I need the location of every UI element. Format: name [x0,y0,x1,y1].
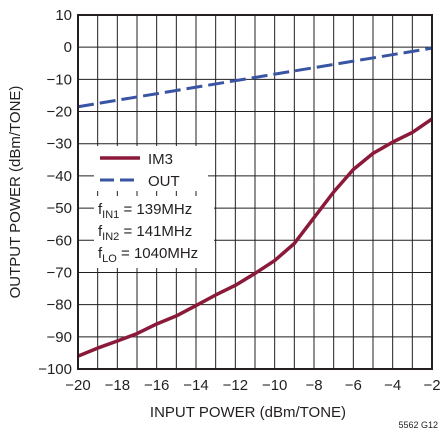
y-tick-label: −30 [47,136,72,153]
x-tick-label: −2 [423,377,440,394]
x-axis-title: INPUT POWER (dBm/TONE) [150,404,346,421]
y-tick-label: −50 [47,200,72,217]
y-tick-label: −20 [47,104,72,121]
x-tick-label: −16 [144,377,169,394]
y-tick-label: −40 [47,168,72,185]
x-tick-label: −12 [223,377,248,394]
annotation-fin1: fIN1 = 139MHz [98,201,192,221]
x-tick-label: −4 [384,377,401,394]
y-tick-label: −90 [47,329,72,346]
series-im3-line [77,117,433,358]
x-tick-label: −10 [262,377,287,394]
tick-labels: −20 −18 −16 −14 −12 −10 −8 −6 −4 −2 10 0 −10 −20 −30 −4… [38,7,440,394]
y-tick-label: −70 [47,264,72,281]
series-out-line [77,46,433,109]
y-tick-label: −100 [38,361,72,378]
x-tick-label: −6 [345,377,362,394]
y-axis-title: OUTPUT POWER (dBm/TONE) [7,86,24,299]
plot-frame [77,14,433,370]
y-tick-label: −80 [47,297,72,314]
legend: IM3 OUT [94,146,208,191]
y-tick-label: 0 [64,39,72,56]
y-tick-label: 10 [55,7,72,24]
grid [77,14,433,370]
annotations: fIN1 = 139MHz fIN2 = 141MHz fLO = 1040MH… [94,196,214,268]
annotation-background [94,196,214,268]
x-tick-label: −14 [183,377,208,394]
annotation-fin2: fIN2 = 141MHz [98,223,192,243]
annotation-flo: fLO = 1040MHz [98,245,198,265]
y-tick-label: −10 [47,71,72,88]
legend-label-im3: IM3 [148,151,173,168]
x-tick-label: −8 [305,377,322,394]
x-tick-label: −18 [105,377,130,394]
figure-code: 5562 G12 [398,420,438,430]
y-tick-label: −60 [47,232,72,249]
legend-label-out: OUT [148,173,180,190]
x-tick-label: −20 [65,377,90,394]
series-layer [77,46,433,358]
legend-background [94,146,208,191]
